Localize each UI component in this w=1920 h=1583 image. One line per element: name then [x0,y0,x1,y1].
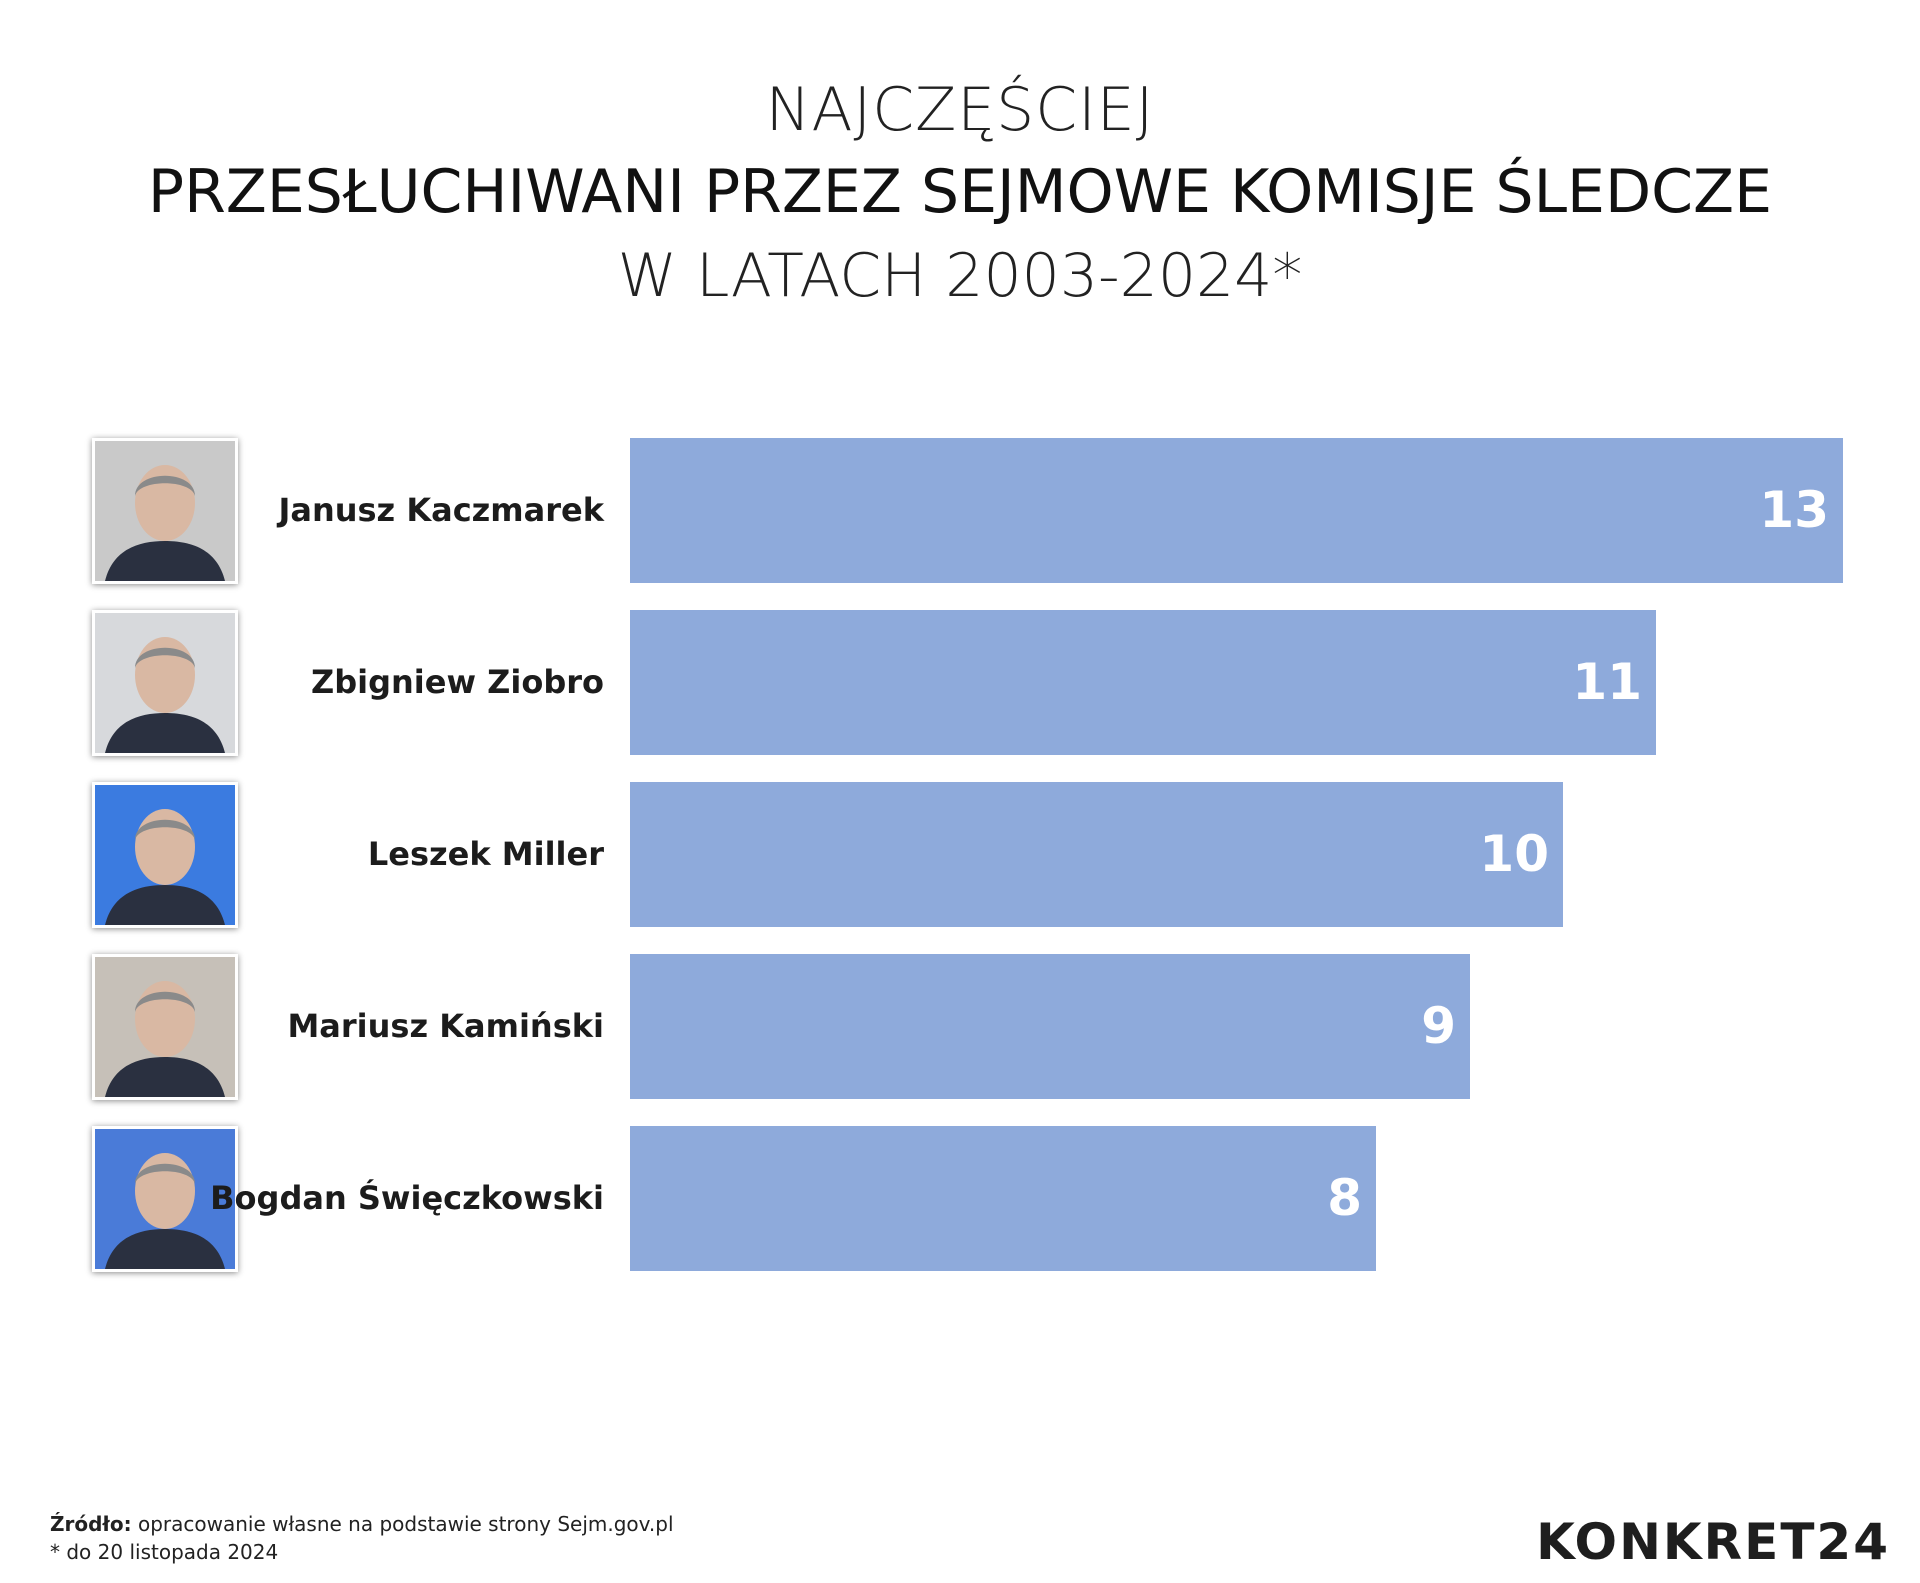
portrait-photo [92,954,238,1100]
bar-row: Leszek Miller 10 [0,782,1920,928]
source-label: Źródło: [50,1512,132,1536]
portrait-photo [92,1126,238,1272]
person-silhouette-icon [105,465,225,581]
value-label: 10 [1479,825,1549,883]
footer: Źródło: opracowanie własne na podstawie … [50,1510,674,1566]
category-label: Zbigniew Ziobro [311,663,604,701]
source-text: opracowanie własne na podstawie strony S… [137,1512,674,1536]
bar: 13 [630,438,1843,583]
portrait-photo [92,438,238,584]
value-label: 8 [1327,1169,1362,1227]
bar-row: Bogdan Święczkowski 8 [0,1126,1920,1272]
title-line-1: NAJCZĘŚCIEJ [765,75,1155,145]
category-label: Janusz Kaczmarek [278,491,604,529]
person-silhouette-icon [105,809,225,925]
portrait-photo [92,610,238,756]
bar: 10 [630,782,1563,927]
person-silhouette-icon [105,637,225,753]
source-line: Źródło: opracowanie własne na podstawie … [50,1510,674,1538]
value-label: 13 [1759,481,1829,539]
konkret24-logo: KONKRET24 [1536,1513,1890,1571]
bar: 8 [630,1126,1376,1271]
bar-row: Mariusz Kamiński 9 [0,954,1920,1100]
category-label: Bogdan Święczkowski [210,1179,604,1217]
chart-title: NAJCZĘŚCIEJ PRZESŁUCHIWANI PRZEZ SEJMOWE… [0,70,1920,318]
title-line-3: W LATACH 2003-2024* [617,241,1303,311]
value-label: 9 [1421,997,1456,1055]
title-line-2: PRZESŁUCHIWANI PRZEZ SEJMOWE KOMISJE ŚLE… [147,157,1773,227]
value-label: 11 [1572,653,1642,711]
bar-row: Zbigniew Ziobro 11 [0,610,1920,756]
category-label: Leszek Miller [367,835,604,873]
bar: 11 [630,610,1656,755]
person-silhouette-icon [105,981,225,1097]
category-label: Mariusz Kamiński [287,1007,604,1045]
bar: 9 [630,954,1470,1099]
bar-row: Janusz Kaczmarek 13 [0,438,1920,584]
portrait-photo [92,782,238,928]
footnote: * do 20 listopada 2024 [50,1540,279,1564]
person-silhouette-icon [105,1153,225,1269]
